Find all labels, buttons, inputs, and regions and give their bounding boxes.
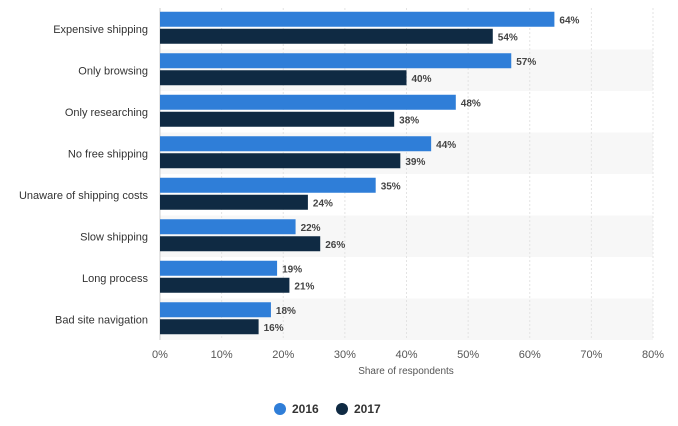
x-tick-label: 80% <box>642 349 664 361</box>
category-label: Slow shipping <box>80 231 148 243</box>
bar-2016[interactable] <box>160 177 376 193</box>
category-label: Long process <box>82 273 149 285</box>
bar-2016[interactable] <box>160 53 512 69</box>
bar-2017[interactable] <box>160 153 401 169</box>
value-label: 18% <box>276 306 296 317</box>
bar-2016[interactable] <box>160 302 271 318</box>
legend-marker <box>274 403 286 415</box>
value-label: 38% <box>399 115 419 126</box>
x-axis-tick-labels: 0% 10% 20% 30% 40% 50% 60% 70% 80% <box>152 349 664 361</box>
category-label: Only browsing <box>78 65 148 77</box>
value-label: 54% <box>498 32 518 43</box>
x-tick-label: 60% <box>519 349 541 361</box>
legend-item-2017[interactable]: 2017 <box>336 402 381 416</box>
value-label: 24% <box>313 198 333 209</box>
bar-2016[interactable] <box>160 11 555 27</box>
bar-2016[interactable] <box>160 136 432 152</box>
bar-2016[interactable] <box>160 219 296 235</box>
category-label: Expensive shipping <box>53 24 148 36</box>
value-label: 64% <box>559 15 579 26</box>
category-labels: Expensive shipping Only browsing Only rese… <box>19 24 149 327</box>
legend-label: 2016 <box>292 402 319 416</box>
bars <box>160 11 555 335</box>
bar-2017[interactable] <box>160 277 290 293</box>
value-label: 40% <box>412 74 432 85</box>
bar-2017[interactable] <box>160 111 395 127</box>
value-label: 39% <box>405 157 425 168</box>
category-label: Bad site navigation <box>55 314 148 326</box>
bar-2017[interactable] <box>160 319 259 335</box>
bar-2017[interactable] <box>160 194 308 210</box>
value-label: 57% <box>516 57 536 68</box>
value-labels: 64% 54% 57% 40% 48% 38% 44% 39% 35% 24% 22% 26% 19% 2… <box>264 15 580 334</box>
bar-2016[interactable] <box>160 94 456 110</box>
value-label: 44% <box>436 140 456 151</box>
category-label: Only researching <box>65 107 148 119</box>
x-tick-label: 30% <box>334 349 356 361</box>
legend-marker <box>336 403 348 415</box>
category-label: Unaware of shipping costs <box>19 190 149 202</box>
value-label: 16% <box>264 323 284 334</box>
x-tick-label: 10% <box>211 349 233 361</box>
legend-label: 2017 <box>354 402 381 416</box>
x-axis-title: Share of respondents <box>358 366 454 377</box>
x-tick-label: 50% <box>457 349 479 361</box>
legend[interactable]: 2016 2017 <box>274 402 381 416</box>
x-tick-label: 40% <box>395 349 417 361</box>
bar-2017[interactable] <box>160 236 321 252</box>
legend-item-2016[interactable]: 2016 <box>274 402 319 416</box>
x-tick-label: 20% <box>272 349 294 361</box>
value-label: 48% <box>461 98 481 109</box>
value-label: 22% <box>301 223 321 234</box>
value-label: 21% <box>294 281 314 292</box>
category-label: No free shipping <box>68 148 148 160</box>
x-tick-label: 0% <box>152 349 168 361</box>
value-label: 19% <box>282 264 302 275</box>
bar-2017[interactable] <box>160 70 407 86</box>
value-label: 35% <box>381 181 401 192</box>
x-tick-label: 70% <box>580 349 602 361</box>
bar-2016[interactable] <box>160 260 278 276</box>
value-label: 26% <box>325 240 345 251</box>
bar-2017[interactable] <box>160 28 493 44</box>
